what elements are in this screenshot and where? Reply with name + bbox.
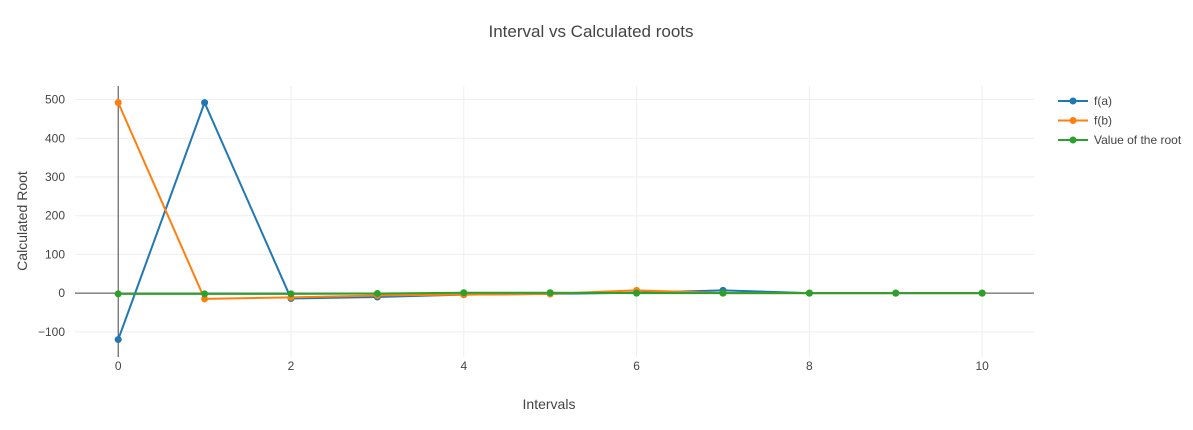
y-tick-label: 300 xyxy=(45,170,65,184)
data-point[interactable] xyxy=(114,99,122,107)
y-tick-label: 100 xyxy=(45,247,65,261)
x-tick-label: 4 xyxy=(460,359,467,373)
y-tick-label: 200 xyxy=(45,209,65,223)
axes xyxy=(75,86,1034,357)
y-tick-label: 0 xyxy=(58,286,65,300)
legend-label: f(b) xyxy=(1094,114,1112,128)
gridlines xyxy=(75,86,1034,357)
data-point[interactable] xyxy=(546,289,554,297)
legend-item[interactable]: Value of the root xyxy=(1058,133,1182,147)
x-tick-label: 8 xyxy=(806,359,813,373)
data-point[interactable] xyxy=(201,295,209,303)
data-point[interactable] xyxy=(201,99,209,107)
y-tick-label: 500 xyxy=(45,93,65,107)
y-tick-label: −100 xyxy=(38,325,65,339)
series-2[interactable] xyxy=(114,289,986,298)
legend[interactable]: f(a) f(b) Value of the root xyxy=(1058,94,1182,147)
chart-title: Interval vs Calculated roots xyxy=(488,22,693,41)
data-point[interactable] xyxy=(373,290,381,298)
data-point[interactable] xyxy=(114,290,122,298)
x-tick-label: 6 xyxy=(633,359,640,373)
x-tick-label: 2 xyxy=(288,359,295,373)
legend-label: Value of the root xyxy=(1094,133,1182,147)
data-point[interactable] xyxy=(114,336,122,344)
x-tick-label: 10 xyxy=(975,359,989,373)
x-axis-label: Intervals xyxy=(523,396,576,412)
legend-swatch-marker xyxy=(1069,117,1077,124)
y-tick-label: 400 xyxy=(45,131,65,145)
series-0[interactable] xyxy=(114,99,986,344)
data-point[interactable] xyxy=(460,289,468,297)
x-tick-label: 0 xyxy=(115,359,122,373)
data-point[interactable] xyxy=(719,289,727,297)
legend-swatch-marker xyxy=(1069,136,1077,144)
data-point[interactable] xyxy=(892,289,900,297)
legend-swatch-marker xyxy=(1069,97,1077,105)
tick-labels: 0 2 4 6 8 10 −100 0 100 200 300 400 500 xyxy=(38,93,989,373)
data-point[interactable] xyxy=(978,289,986,297)
data-point[interactable] xyxy=(201,290,209,298)
y-axis-label: Calculated Root xyxy=(14,171,30,271)
legend-item[interactable]: f(b) xyxy=(1058,114,1112,128)
data-point[interactable] xyxy=(805,289,813,297)
series-1[interactable] xyxy=(114,99,986,303)
legend-label: f(a) xyxy=(1094,94,1112,108)
series-lines xyxy=(114,99,986,344)
data-point[interactable] xyxy=(633,289,641,297)
data-point[interactable] xyxy=(287,290,295,298)
legend-item[interactable]: f(a) xyxy=(1058,94,1112,108)
